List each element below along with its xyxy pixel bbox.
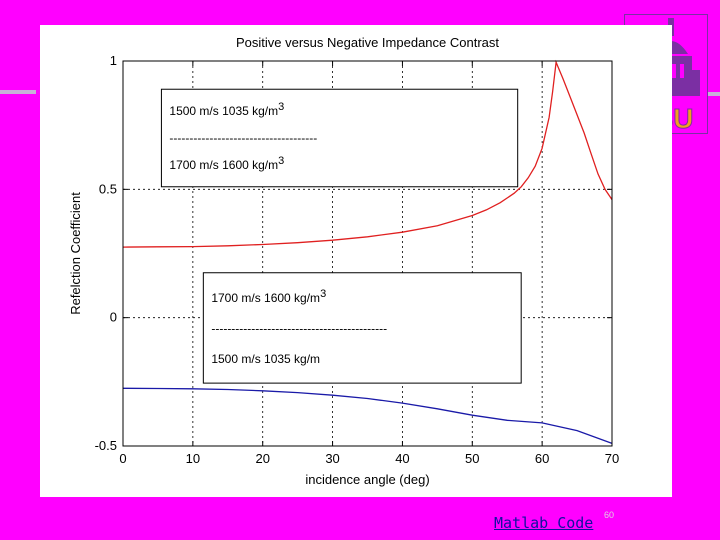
x-tick-label: 70 xyxy=(605,451,619,466)
annotation-box xyxy=(160,88,519,188)
annotation-text: 1700 m/s 1600 kg/m3 xyxy=(169,155,284,172)
annotation-box xyxy=(202,272,522,384)
y-axis-label: Refelction Coefficient xyxy=(68,192,83,315)
y-tick-label: -0.5 xyxy=(95,438,117,453)
annotation-text: ------------------------------------- xyxy=(169,131,317,145)
chart-title: Positive versus Negative Impedance Contr… xyxy=(236,35,499,50)
annotation-text: 1500 m/s 1035 kg/m xyxy=(211,352,320,366)
x-tick-label: 20 xyxy=(255,451,269,466)
slide-number: 60 xyxy=(604,510,615,520)
series-line-2 xyxy=(122,387,613,445)
x-tick-label: 30 xyxy=(325,451,339,466)
y-tick-label: 1 xyxy=(110,53,117,68)
x-axis-label: incidence angle (deg) xyxy=(305,472,429,487)
x-tick-label: 40 xyxy=(395,451,409,466)
chart-figure: 1500 m/s 1035 kg/m3 ---------------------… xyxy=(40,25,672,497)
annotation-text: ----------------------------------------… xyxy=(211,322,387,336)
x-tick-label: 0 xyxy=(119,451,126,466)
x-tick-label: 50 xyxy=(465,451,479,466)
decorative-rule-left xyxy=(0,90,36,94)
y-tick-label: 0.5 xyxy=(99,181,117,196)
reflection-coefficient-chart: 1500 m/s 1035 kg/m3 ---------------------… xyxy=(68,35,619,487)
annotation-text: 1700 m/s 1600 kg/m3 xyxy=(211,288,326,305)
x-tick-label: 60 xyxy=(535,451,549,466)
axes-frame xyxy=(122,60,613,447)
annotation-text: 1500 m/s 1035 kg/m3 xyxy=(169,101,284,118)
y-tick-label: 0 xyxy=(110,310,117,325)
x-tick-label: 10 xyxy=(186,451,200,466)
series-line-1 xyxy=(122,59,613,248)
matlab-code-link[interactable]: Matlab Code xyxy=(494,514,594,532)
